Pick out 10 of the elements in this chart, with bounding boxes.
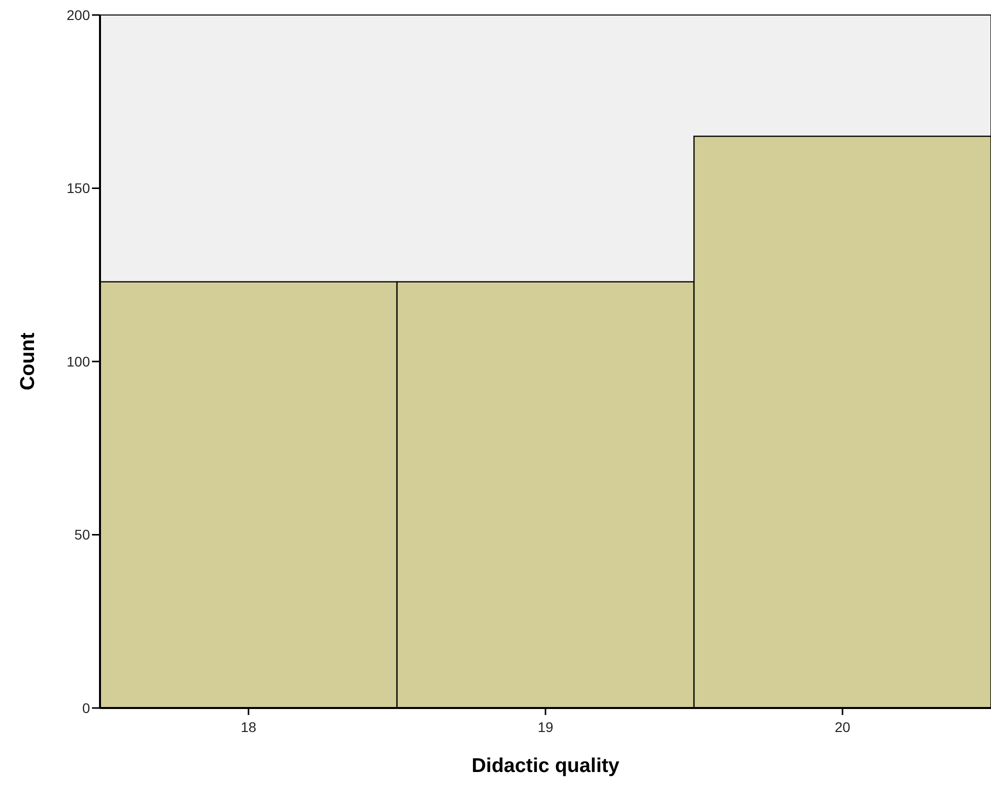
y-tick-label: 0 (82, 700, 90, 716)
x-tick-label: 18 (240, 719, 256, 735)
y-axis-title: Count (17, 332, 39, 390)
x-axis-title: Didactic quality (472, 755, 620, 777)
y-tick-label: 50 (74, 526, 90, 543)
x-tick-label: 20 (834, 719, 850, 735)
x-tick-label: 19 (538, 719, 554, 735)
y-tick-label: 150 (66, 180, 90, 196)
y-tick-label: 100 (66, 353, 90, 370)
y-tick-label: 200 (66, 6, 90, 23)
